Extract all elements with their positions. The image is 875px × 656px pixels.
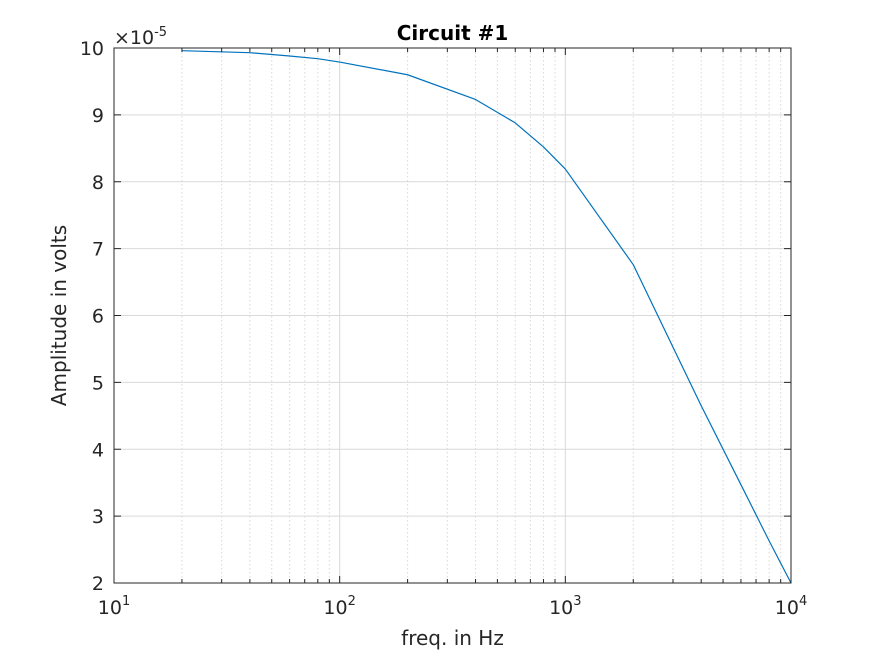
y-axis-label: Amplitude in volts xyxy=(47,225,71,406)
x-tick-label: 104 xyxy=(775,594,807,619)
y-tick-label: 5 xyxy=(92,372,104,394)
y-tick-label: 9 xyxy=(92,105,104,127)
x-tick-label: 103 xyxy=(549,594,581,619)
y-tick-label: 7 xyxy=(92,239,104,261)
grid xyxy=(114,48,791,583)
x-tick-label: 102 xyxy=(323,594,355,619)
y-exponent-label: ×10-5 xyxy=(114,25,167,49)
x-axis-label: freq. in Hz xyxy=(401,626,504,650)
y-tick-label: 4 xyxy=(92,439,104,461)
x-tick-label: 101 xyxy=(98,594,130,619)
y-exponent-power: -5 xyxy=(154,25,167,40)
y-tick-label: 6 xyxy=(92,306,104,328)
y-tick-label: 2 xyxy=(92,573,104,595)
chart-title: Circuit #1 xyxy=(397,21,509,45)
series-line xyxy=(181,50,792,584)
ticks: 101 102 103 104 2 3 4 5 6 7 8 9 10 xyxy=(80,38,807,619)
y-tick-label: 3 xyxy=(92,506,104,528)
y-exponent-base: ×10 xyxy=(114,27,154,49)
y-tick-label: 10 xyxy=(80,38,104,60)
y-tick-label: 8 xyxy=(92,172,104,194)
series-layer xyxy=(181,50,792,584)
